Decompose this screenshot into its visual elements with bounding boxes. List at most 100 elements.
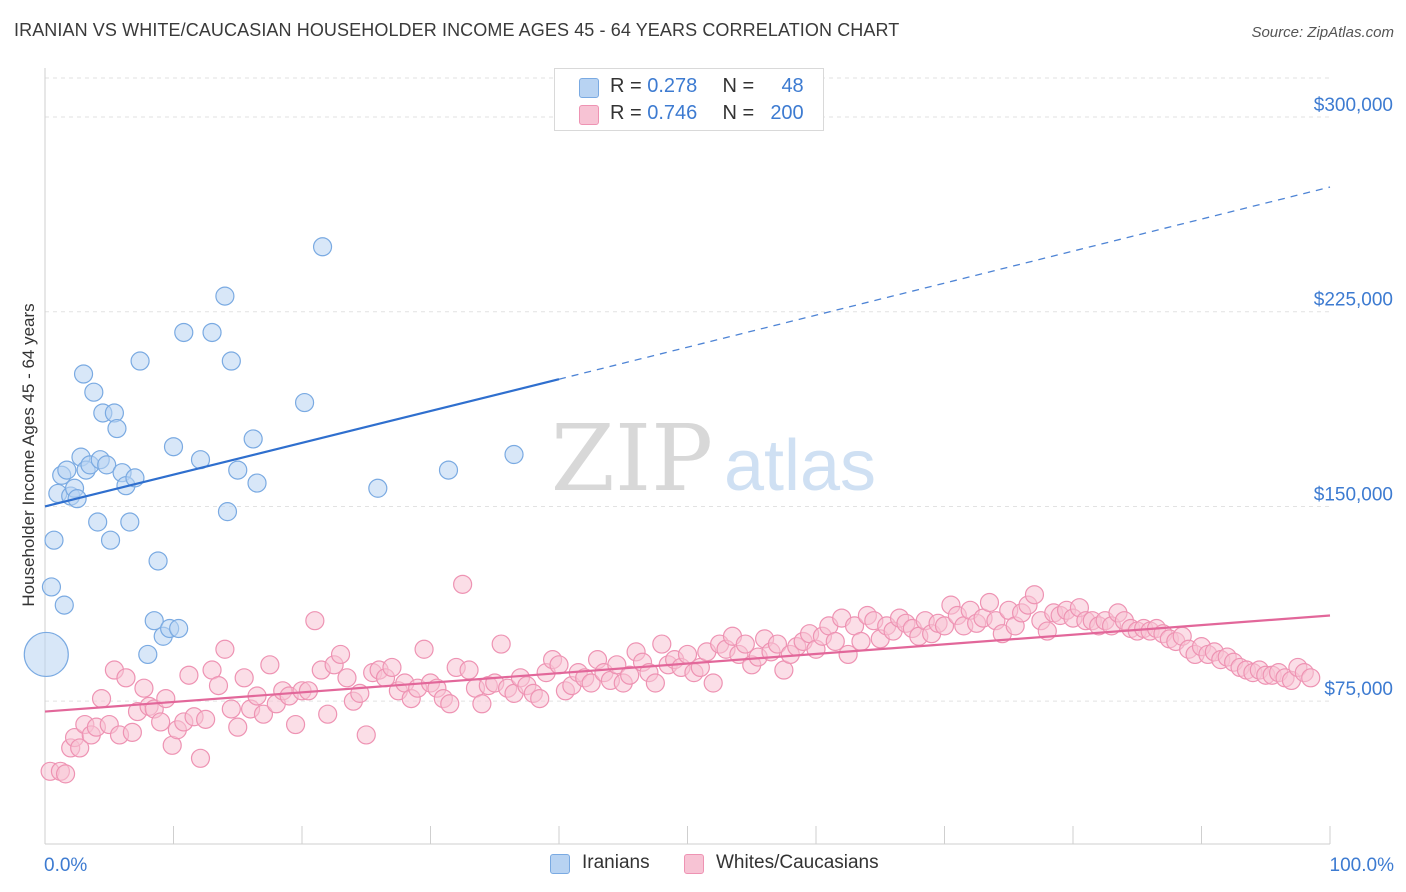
whites-point-16	[134, 678, 154, 698]
series-legend: Iranians Whites/Caucasians	[0, 852, 1406, 876]
whites-point-116	[767, 634, 788, 654]
whites-point-68	[459, 660, 479, 680]
whites-point-142	[934, 616, 955, 636]
chart-title: IRANIAN VS WHITE/CAUCASIAN HOUSEHOLDER I…	[14, 20, 900, 40]
iranians-point-28	[144, 611, 164, 631]
source-label: Source: ZipAtlas.com	[1251, 24, 1394, 41]
x-tick-label-max: 100.0%	[1330, 855, 1395, 876]
iranians-point-27	[138, 644, 158, 665]
whites-point-30	[215, 639, 235, 659]
legend-n-value-iranians: 48	[781, 75, 804, 97]
gridlines	[45, 77, 1330, 702]
iranians-point-36	[202, 322, 222, 343]
iranians-point-15	[88, 512, 108, 532]
series-whites-caucasians	[40, 574, 1321, 784]
whites-point-20	[156, 688, 176, 709]
whites-point-98	[652, 634, 672, 654]
iranians-point-20	[104, 403, 124, 423]
iranians-point-6	[57, 460, 77, 480]
iranians-point-29	[148, 551, 168, 571]
whites-point-199	[1301, 668, 1321, 688]
y-tick-label-1: $150,000	[1314, 484, 1393, 505]
axes	[44, 68, 1331, 845]
whites-point-61	[414, 639, 434, 659]
whites-point-87	[581, 673, 601, 693]
legend-swatch-iranians	[550, 854, 570, 874]
whites-point-29	[208, 676, 229, 696]
iranians-point-21	[107, 418, 127, 439]
whites-point-32	[228, 717, 248, 737]
trend-lines	[44, 186, 1331, 713]
whites-point-44	[305, 611, 325, 631]
whites-point-13	[116, 668, 136, 688]
whites-point-48	[330, 644, 351, 665]
legend-n-label: N =	[722, 75, 755, 97]
iranians-point-37	[215, 286, 235, 306]
legend-r-label: R =	[610, 102, 642, 124]
iranians-point-24	[120, 512, 140, 532]
x-tick-label-min: 0.0%	[44, 855, 87, 876]
iranians-point-41	[243, 429, 263, 449]
whites-point-73	[491, 634, 511, 654]
legend-r-label: R =	[610, 75, 642, 97]
y-tick-labels: $75,000 $150,000 $225,000 $300,000	[1314, 95, 1393, 700]
whites-point-24	[179, 665, 199, 685]
whites-point-82	[549, 655, 569, 675]
whites-point-129	[851, 631, 871, 652]
whites-point-31	[221, 699, 241, 719]
legend-n-value-whites: 200	[770, 102, 804, 124]
legend-swatch-whites	[579, 105, 599, 125]
iranians-point-0	[23, 631, 69, 678]
whites-point-26	[190, 748, 211, 768]
whites-point-52	[356, 725, 376, 745]
iranians-point-18	[97, 455, 117, 475]
whites-point-9	[91, 688, 112, 709]
whites-point-37	[260, 655, 280, 675]
whites-point-14	[122, 722, 142, 742]
iranians-point-5	[54, 595, 74, 615]
whites-point-125	[825, 631, 845, 652]
iranians-point-34	[174, 322, 194, 343]
whites-point-79	[530, 688, 550, 709]
x-tick-labels: 0.0% 100.0%	[44, 855, 1394, 876]
iranians-point-1	[41, 577, 62, 597]
iranians-point-19	[100, 530, 121, 550]
whites-point-33	[234, 668, 254, 688]
whites-point-111	[735, 634, 755, 654]
iranians-point-38	[217, 502, 238, 522]
whites-point-41	[285, 714, 306, 735]
legend-n-label: N =	[722, 102, 755, 124]
trend-iranians-dashed	[558, 186, 1331, 380]
legend-r-value-whites: 0.746	[647, 102, 698, 124]
whites-point-97	[645, 673, 665, 693]
whites-point-65	[440, 694, 460, 714]
iranians-point-45	[368, 478, 388, 498]
iranians-point-26	[130, 351, 150, 371]
whites-point-5	[70, 738, 90, 758]
whites-point-149	[979, 592, 1000, 613]
trend-whites	[44, 614, 1331, 713]
iranians-point-47	[504, 444, 524, 465]
whites-point-2	[55, 764, 76, 784]
whites-point-46	[318, 704, 338, 724]
y-tick-label-2: $225,000	[1314, 290, 1393, 311]
whites-point-27	[196, 709, 216, 729]
legend-r-value-iranians: 0.278	[647, 75, 698, 97]
iranians-point-14	[84, 382, 104, 402]
watermark-zip: ZIP	[551, 405, 713, 512]
whites-point-56	[382, 657, 402, 678]
whites-point-106	[703, 673, 723, 693]
correlation-legend: R = 0.278 N = 48 R = 0.746 N = 200	[554, 68, 824, 131]
whites-point-36	[253, 704, 274, 724]
iranians-point-11	[73, 364, 94, 384]
iranians-point-40	[228, 460, 248, 480]
y-tick-label-3: $300,000	[1314, 95, 1393, 116]
iranians-point-2	[44, 530, 64, 550]
iranians-point-39	[221, 351, 241, 371]
iranians-point-33	[169, 618, 189, 639]
watermark: ZIP atlas	[551, 405, 876, 512]
trend-iranians-solid	[44, 378, 560, 508]
whites-point-67	[453, 574, 473, 594]
legend-swatch-iranians	[579, 78, 599, 98]
